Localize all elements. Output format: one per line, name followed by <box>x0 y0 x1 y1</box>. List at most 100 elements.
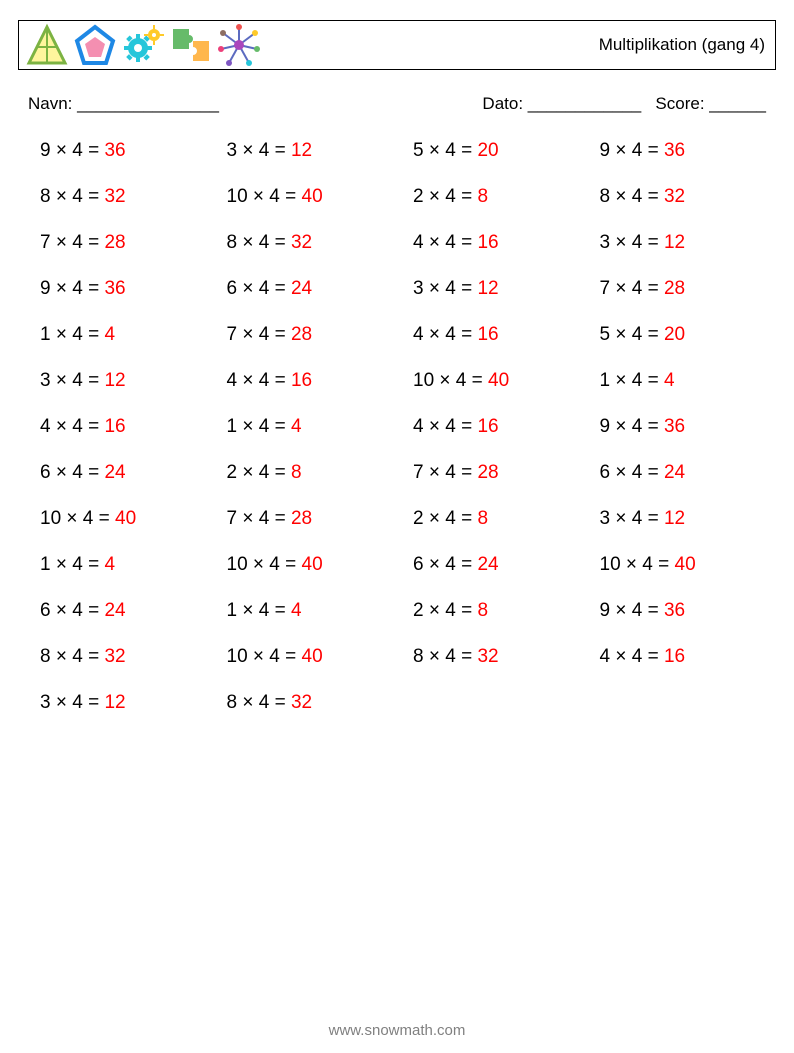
problem-answer: 4 <box>291 416 302 437</box>
problem-answer: 36 <box>104 140 125 161</box>
problem-question: 4 × 4 = <box>413 232 477 253</box>
problem-answer: 40 <box>115 508 136 529</box>
problem-cell: 3 × 4 = 12 <box>211 128 398 174</box>
gears-icon <box>121 23 165 67</box>
problem-answer: 8 <box>477 600 488 621</box>
problem-question: 2 × 4 = <box>227 462 291 483</box>
problem-answer: 28 <box>291 324 312 345</box>
problem-question: 5 × 4 = <box>413 140 477 161</box>
problem-question: 8 × 4 = <box>227 232 291 253</box>
problem-cell: 7 × 4 = 28 <box>211 312 398 358</box>
problem-cell: 4 × 4 = 16 <box>397 220 584 266</box>
problem-question: 6 × 4 = <box>40 600 104 621</box>
problem-answer: 16 <box>477 324 498 345</box>
problem-cell: 9 × 4 = 36 <box>584 404 771 450</box>
score-field: Score: ______ <box>655 94 766 113</box>
problem-answer: 20 <box>664 324 685 345</box>
problem-answer: 36 <box>664 600 685 621</box>
problems-grid: 9 × 4 = 363 × 4 = 125 × 4 = 209 × 4 = 36… <box>24 128 770 726</box>
problem-answer: 36 <box>664 140 685 161</box>
problem-question: 10 × 4 = <box>227 186 302 207</box>
problem-question: 1 × 4 = <box>600 370 664 391</box>
triangle-icon <box>25 23 69 67</box>
problem-question: 4 × 4 = <box>413 324 477 345</box>
problem-cell: 3 × 4 = 12 <box>584 496 771 542</box>
problem-cell: 10 × 4 = 40 <box>211 174 398 220</box>
problem-question: 2 × 4 = <box>413 600 477 621</box>
problem-answer: 12 <box>664 232 685 253</box>
problem-row: 3 × 4 = 124 × 4 = 1610 × 4 = 401 × 4 = 4 <box>24 358 770 404</box>
problem-row: 3 × 4 = 128 × 4 = 32 <box>24 680 770 726</box>
problem-question: 1 × 4 = <box>40 324 104 345</box>
problem-cell: 9 × 4 = 36 <box>24 266 211 312</box>
problem-answer: 8 <box>291 462 302 483</box>
problem-answer: 12 <box>664 508 685 529</box>
problem-answer: 24 <box>291 278 312 299</box>
problem-cell: 7 × 4 = 28 <box>211 496 398 542</box>
problem-question: 4 × 4 = <box>227 370 291 391</box>
problem-question: 9 × 4 = <box>40 140 104 161</box>
problem-cell: 8 × 4 = 32 <box>211 680 398 726</box>
problem-cell: 3 × 4 = 12 <box>24 358 211 404</box>
problem-cell: 8 × 4 = 32 <box>24 174 211 220</box>
problem-question: 10 × 4 = <box>227 554 302 575</box>
problem-question: 5 × 4 = <box>600 324 664 345</box>
problem-answer: 40 <box>302 646 323 667</box>
problem-answer: 28 <box>291 508 312 529</box>
problem-row: 1 × 4 = 47 × 4 = 284 × 4 = 165 × 4 = 20 <box>24 312 770 358</box>
problem-cell: 4 × 4 = 16 <box>397 404 584 450</box>
problem-answer: 28 <box>477 462 498 483</box>
problem-question: 8 × 4 = <box>40 646 104 667</box>
problem-question: 7 × 4 = <box>600 278 664 299</box>
problem-answer: 16 <box>104 416 125 437</box>
problem-cell: 4 × 4 = 16 <box>211 358 398 404</box>
problem-question: 3 × 4 = <box>600 232 664 253</box>
problem-cell: 1 × 4 = 4 <box>211 404 398 450</box>
problem-answer: 28 <box>664 278 685 299</box>
problem-row: 1 × 4 = 410 × 4 = 406 × 4 = 2410 × 4 = 4… <box>24 542 770 588</box>
problem-row: 9 × 4 = 363 × 4 = 125 × 4 = 209 × 4 = 36 <box>24 128 770 174</box>
problem-answer: 40 <box>675 554 696 575</box>
problem-question: 2 × 4 = <box>413 508 477 529</box>
problem-question: 4 × 4 = <box>600 646 664 667</box>
problem-cell: 6 × 4 = 24 <box>211 266 398 312</box>
problem-question: 2 × 4 = <box>413 186 477 207</box>
problem-cell: 9 × 4 = 36 <box>584 128 771 174</box>
problem-cell: 8 × 4 = 32 <box>211 220 398 266</box>
problem-question: 6 × 4 = <box>40 462 104 483</box>
problem-row: 7 × 4 = 288 × 4 = 324 × 4 = 163 × 4 = 12 <box>24 220 770 266</box>
problem-cell: 1 × 4 = 4 <box>24 312 211 358</box>
problem-row: 6 × 4 = 242 × 4 = 87 × 4 = 286 × 4 = 24 <box>24 450 770 496</box>
problem-cell: 7 × 4 = 28 <box>584 266 771 312</box>
problem-question: 9 × 4 = <box>40 278 104 299</box>
problem-question: 3 × 4 = <box>40 692 104 713</box>
problem-question: 6 × 4 = <box>227 278 291 299</box>
problem-answer: 32 <box>664 186 685 207</box>
problem-cell: 1 × 4 = 4 <box>24 542 211 588</box>
problem-answer: 40 <box>302 186 323 207</box>
problem-cell: 3 × 4 = 12 <box>397 266 584 312</box>
problem-question: 10 × 4 = <box>600 554 675 575</box>
problem-cell: 4 × 4 = 16 <box>397 312 584 358</box>
problem-question: 8 × 4 = <box>227 692 291 713</box>
problem-row: 10 × 4 = 407 × 4 = 282 × 4 = 83 × 4 = 12 <box>24 496 770 542</box>
problem-cell: 10 × 4 = 40 <box>211 542 398 588</box>
network-icon <box>217 23 261 67</box>
problem-question: 8 × 4 = <box>600 186 664 207</box>
problem-cell: 10 × 4 = 40 <box>211 634 398 680</box>
problem-question: 9 × 4 = <box>600 600 664 621</box>
problem-answer: 32 <box>104 646 125 667</box>
problem-answer: 24 <box>104 600 125 621</box>
problem-answer: 8 <box>477 508 488 529</box>
problem-answer: 4 <box>291 600 302 621</box>
problem-cell: 5 × 4 = 20 <box>584 312 771 358</box>
name-field: Navn: _______________ <box>28 94 219 114</box>
problem-question: 4 × 4 = <box>413 416 477 437</box>
problem-question: 7 × 4 = <box>227 508 291 529</box>
problem-row: 9 × 4 = 366 × 4 = 243 × 4 = 127 × 4 = 28 <box>24 266 770 312</box>
problem-answer: 32 <box>291 232 312 253</box>
problem-answer: 36 <box>664 416 685 437</box>
problem-cell: 1 × 4 = 4 <box>584 358 771 404</box>
pentagon-icon <box>73 23 117 67</box>
problem-question: 6 × 4 = <box>413 554 477 575</box>
